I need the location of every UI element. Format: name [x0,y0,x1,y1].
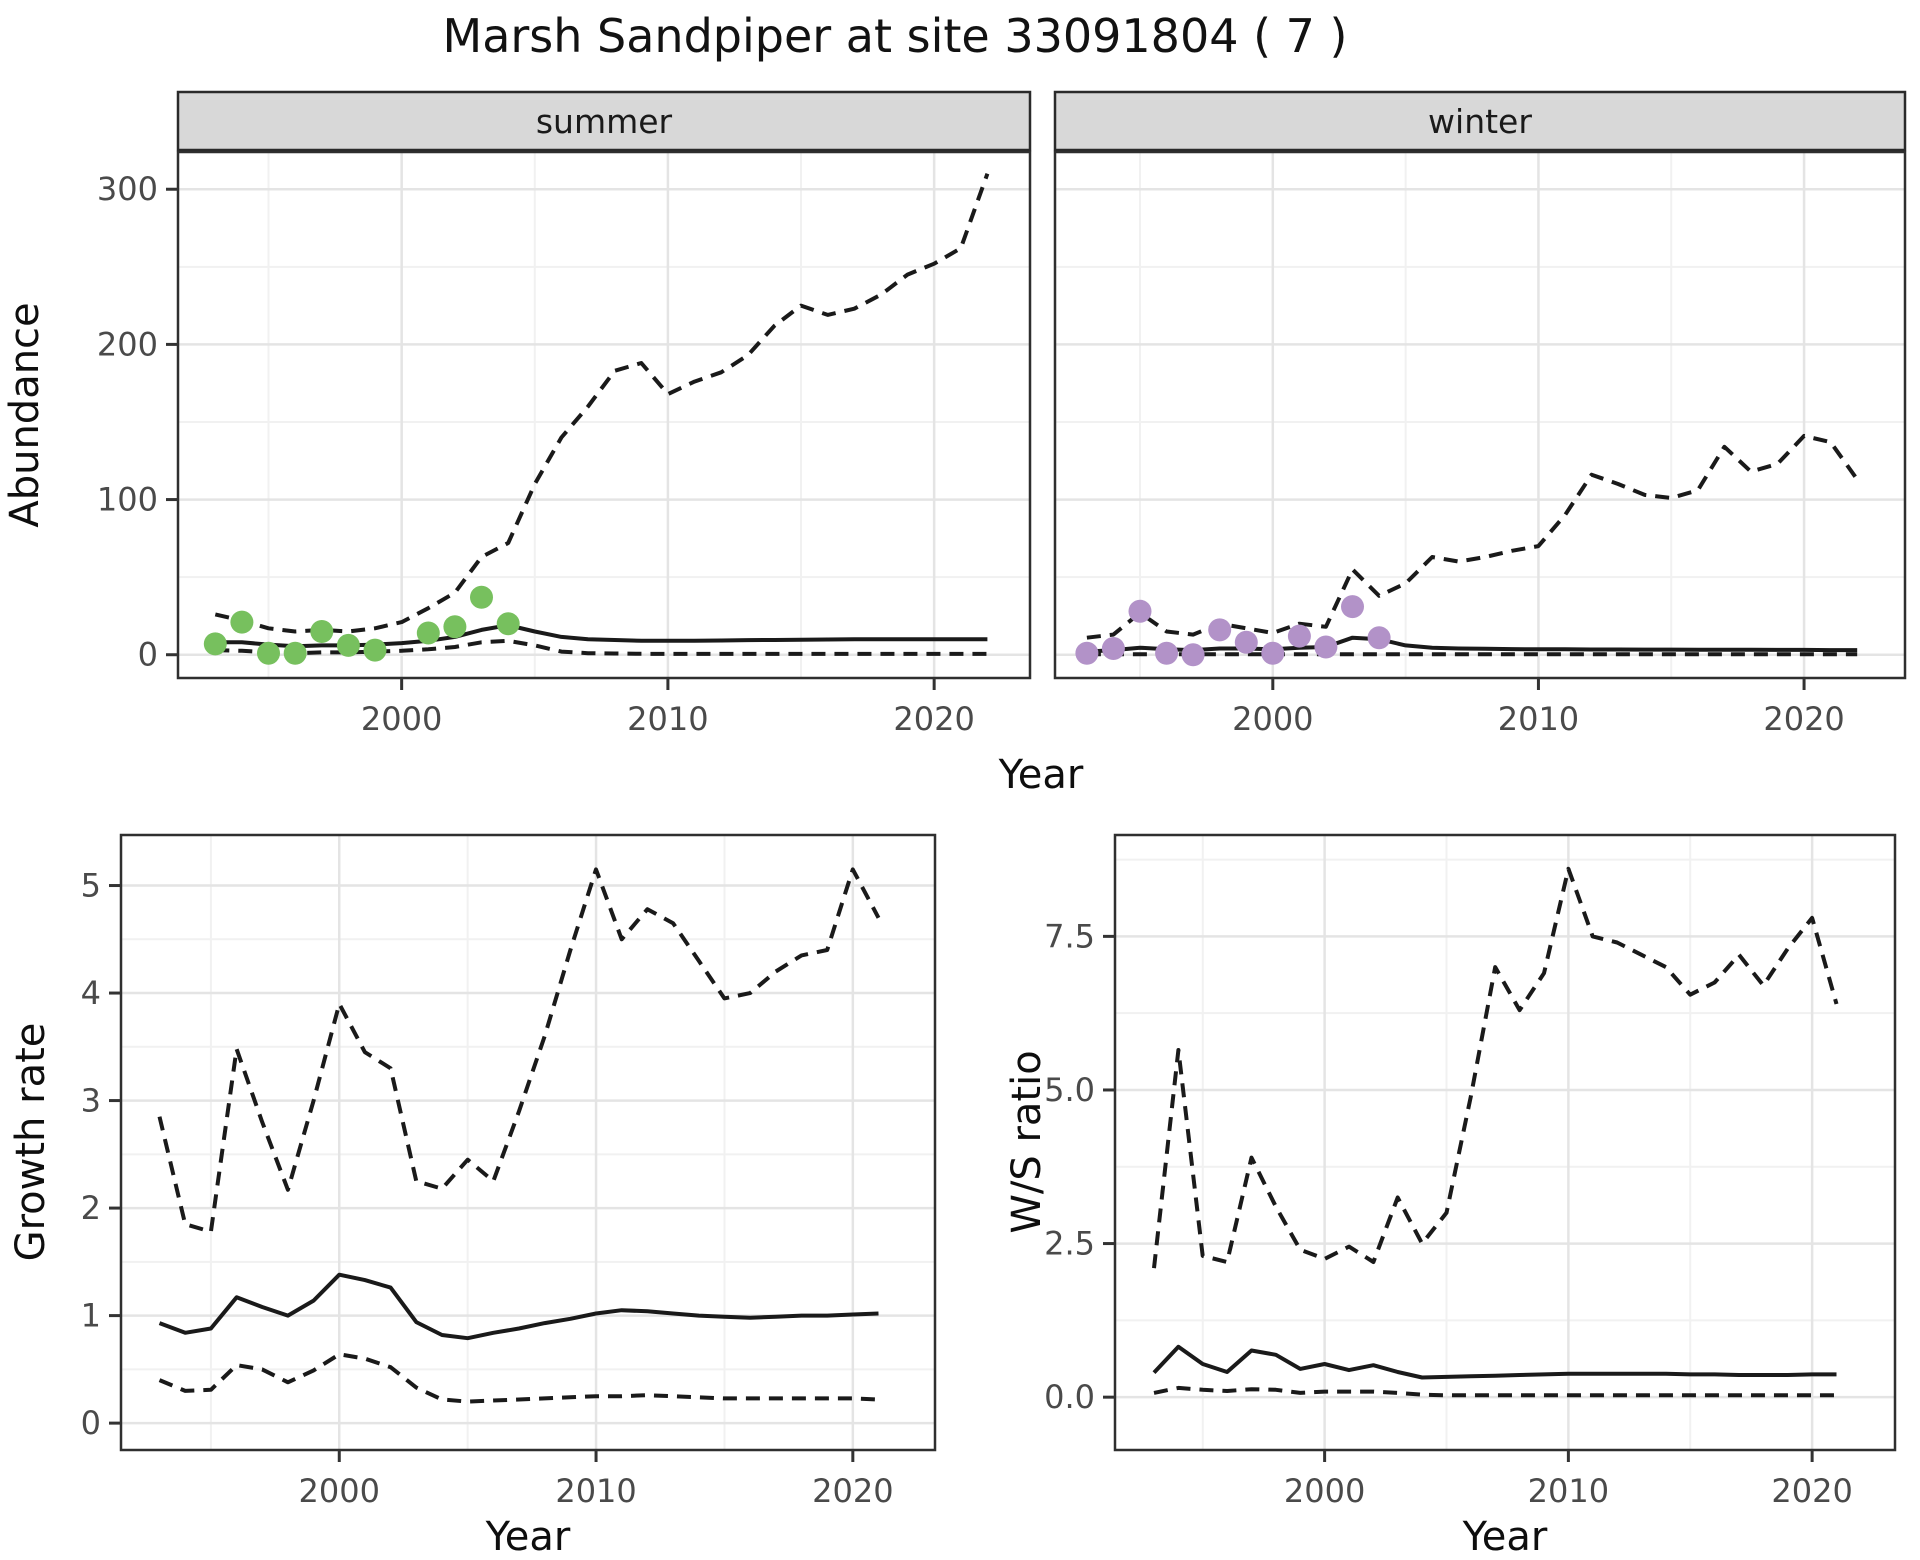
x-tick-label: 2020 [812,1472,893,1510]
abundance-winter-observed-point [1128,599,1152,623]
facet-label-summer: summer [536,102,673,141]
abundance-summer-observed-point [363,638,387,662]
x-tick-label: 2020 [1771,1472,1852,1510]
panel-border-growth-rate [119,833,937,1452]
abundance-winter-observed-point [1075,641,1099,665]
y-axis-title-ws-ratio: W/S ratio [1004,1050,1050,1233]
panel-ws-ratio: 2000 2010 2020 0.0 2.5 5.0 7.5 [1044,833,1897,1510]
abundance-summer-observed-point [203,632,227,656]
abundance-summer-observed-point [310,620,334,643]
x-tick-label: 2020 [1763,700,1844,738]
facet-strip-winter [1053,90,1907,152]
panel-growth-rate: 2000 2010 2020 0 1 2 3 4 5 [81,833,937,1510]
abundance-summer-observed-point [443,615,467,639]
y-tick-label: 100 [97,481,158,519]
abundance-summer-upper_ci-line [214,173,990,634]
y-tick-label: 0 [81,1404,101,1442]
plot-title: Marsh Sandpiper at site 33091804 ( 7 ) [443,9,1348,63]
y-tick-label: 0.0 [1044,1378,1095,1416]
facet-strip-summer [176,90,1032,152]
x-tick-label: 2020 [893,700,974,738]
x-tick-label: 2000 [361,700,442,738]
x-tick-label: 2010 [1498,700,1579,738]
plot-area-ws-ratio [1115,835,1895,1450]
abundance-summer-observed-point [283,641,307,665]
y-axis-title-growth-rate: Growth rate [8,1023,54,1262]
abundance-summer-observed-point [496,612,520,636]
y-tick-label: 2.5 [1044,1225,1095,1263]
x-axis-title-year-top: Year [998,752,1084,798]
abundance-winter-observed-point [1101,637,1125,660]
y-tick-label: 200 [97,325,158,363]
x-axis-title-year-bottom-left: Year [485,1514,571,1560]
y-tick-label: 4 [81,974,101,1012]
panel-border-abundance-winter [1053,150,1907,680]
ws-ratio-estimate-line [1152,1344,1837,1380]
growth-rate-lower_ci-line [158,1352,879,1404]
abundance-winter-observed-point [1208,618,1232,642]
ws-ratio-upper_ci-line [1152,866,1839,1269]
abundance-winter-observed-point [1234,630,1258,654]
y-tick-label: 2 [81,1189,101,1227]
abundance-winter-observed-point [1367,626,1391,650]
abundance-winter-observed-point [1287,624,1311,648]
plot-area-growth-rate [121,835,935,1450]
y-tick-label: 3 [81,1082,101,1120]
abundance-summer-observed-point [230,610,254,634]
x-tick-label: 2010 [627,700,708,738]
y-tick-label: 1 [81,1297,101,1335]
plot-area-abundance-summer [178,152,1030,678]
plot-area-abundance-winter [1055,152,1905,678]
abundance-winter-observed-point [1181,643,1205,667]
growth-rate-estimate-line [158,1272,879,1341]
y-tick-label: 300 [97,170,158,208]
x-tick-label: 2010 [1528,1472,1609,1510]
abundance-summer-observed-point [257,641,280,665]
growth-rate-upper_ci-line [157,867,881,1234]
abundance-winter-observed-point [1155,641,1179,665]
abundance-winter-observed-point [1341,595,1364,619]
x-tick-label: 2010 [555,1472,636,1510]
y-axis-title-abundance: Abundance [2,302,48,527]
x-tick-label: 2000 [1284,1472,1365,1510]
x-axis-title-year-bottom-right: Year [1462,1514,1548,1560]
x-tick-label: 2000 [299,1472,380,1510]
y-tick-label: 5.0 [1044,1071,1095,1109]
facet-strips [176,90,1907,152]
panel-abundance-summer: 2000 2010 2020 0 100 200 300 [97,150,1032,738]
x-tick-label: 2000 [1232,700,1313,738]
y-tick-label: 5 [81,867,101,905]
abundance-summer-observed-point [470,585,493,609]
panel-border-abundance-summer [176,150,1032,680]
panel-border-ws-ratio [1113,833,1897,1452]
abundance-winter-observed-point [1314,635,1338,659]
y-tick-label: 7.5 [1044,917,1095,955]
abundance-summer-observed-point [336,633,360,657]
abundance-winter-estimate-line [1086,635,1858,654]
facet-label-winter: winter [1428,102,1532,141]
abundance-summer-observed-point [416,621,440,645]
panel-abundance-winter: 2000 2010 2020 [1053,150,1907,738]
y-tick-label: 0 [138,636,158,674]
abundance-winter-observed-point [1261,641,1285,665]
